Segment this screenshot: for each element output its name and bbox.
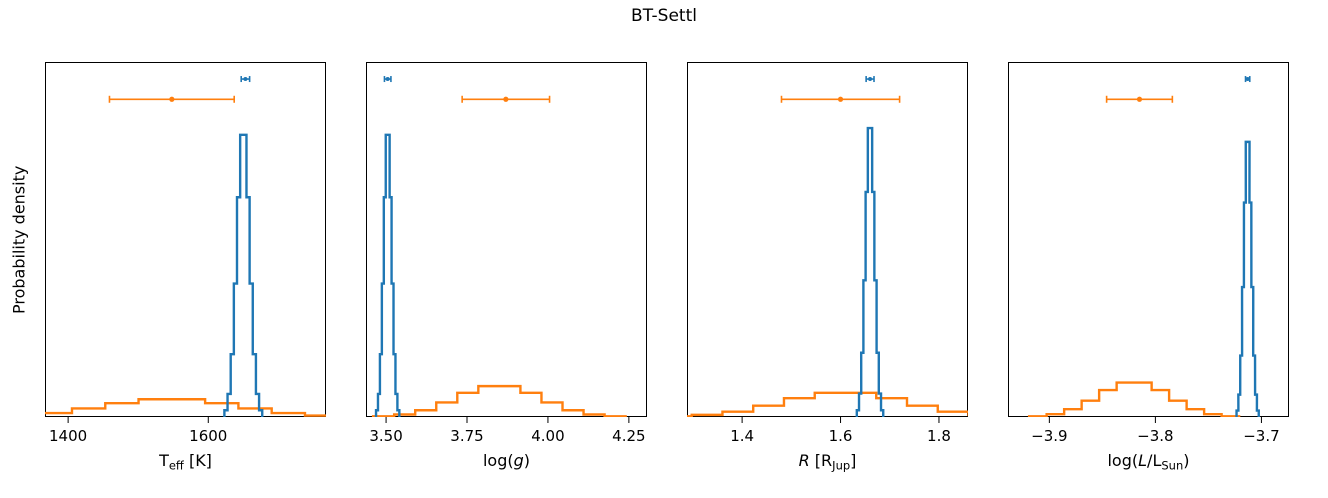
histogram-orange [1027,381,1241,417]
x-tick-label: 3.75 [450,427,483,445]
x-tick-label: −3.9 [1031,427,1067,445]
errorbar-marker [503,96,509,102]
plot-frame [45,62,326,417]
errorbar-marker [169,96,175,102]
x-tick-label: −3.8 [1137,427,1173,445]
panel-canvas-logg: 3.50 3.75 4.00 4.25 log(g) [366,62,647,470]
x-tick-label: −3.7 [1243,427,1279,445]
x-axis-label: Teff [K] [158,451,212,472]
errorbar-orange [108,95,236,103]
errorbar-orange [461,95,551,103]
panel-canvas-radius: 1.4 1.6 1.8 R [RJup] [687,62,968,473]
errorbar-marker [385,77,390,82]
x-axis-label: R [RJup] [799,451,857,472]
x-tick-label: 1400 [49,427,87,445]
subplot-logg: 3.50 3.75 4.00 4.25 log(g) [366,62,647,472]
panel-canvas-teff: 1400 1600 Teff [K] [45,62,326,473]
x-tick-label: 1.4 [730,427,754,445]
x-tick-label: 1600 [189,427,227,445]
histogram-blue [855,126,885,417]
errorbar-marker [837,96,844,102]
errorbar-marker [1245,77,1250,82]
errorbar-orange [780,95,901,103]
panel-canvas-luminosity: −3.9 −3.8 −3.7 log(L/LSun) [1008,62,1289,473]
subplot-teff: 1400 1600 Teff [K] [45,62,326,473]
histogram-orange [45,398,326,417]
y-axis-label: Probability density [9,165,29,314]
histogram-orange [687,391,968,417]
histogram-blue [374,133,401,417]
histogram-orange [371,384,627,417]
errorbar-marker [243,77,248,82]
errorbar-blue [240,76,251,83]
errorbar-orange [1105,95,1174,103]
errorbar-blue [383,76,392,83]
subplot-radius: 1.4 1.6 1.8 R [RJup] [687,62,968,473]
x-tick-label: 4.25 [612,427,645,445]
errorbar-blue [1244,76,1251,83]
errorbar-blue [865,76,875,83]
figure-title: BT-Settl [631,6,697,26]
x-axis-label: log(g) [483,451,530,470]
errorbar-marker [1136,96,1143,102]
errorbar-marker [868,77,873,82]
histogram-blue [223,133,264,417]
x-tick-label: 1.6 [829,427,853,445]
subplot-luminosity: −3.9 −3.8 −3.7 log(L/LSun) [1008,62,1289,473]
x-axis-label: log(L/LSun) [1107,451,1189,472]
x-tick-label: 1.8 [927,427,951,445]
plot-frame [366,62,647,417]
x-tick-label: 4.00 [531,427,564,445]
histogram-blue [1235,140,1260,417]
x-tick-label: 3.50 [369,427,402,445]
plot-frame [687,62,968,417]
plot-frame [1008,62,1289,417]
